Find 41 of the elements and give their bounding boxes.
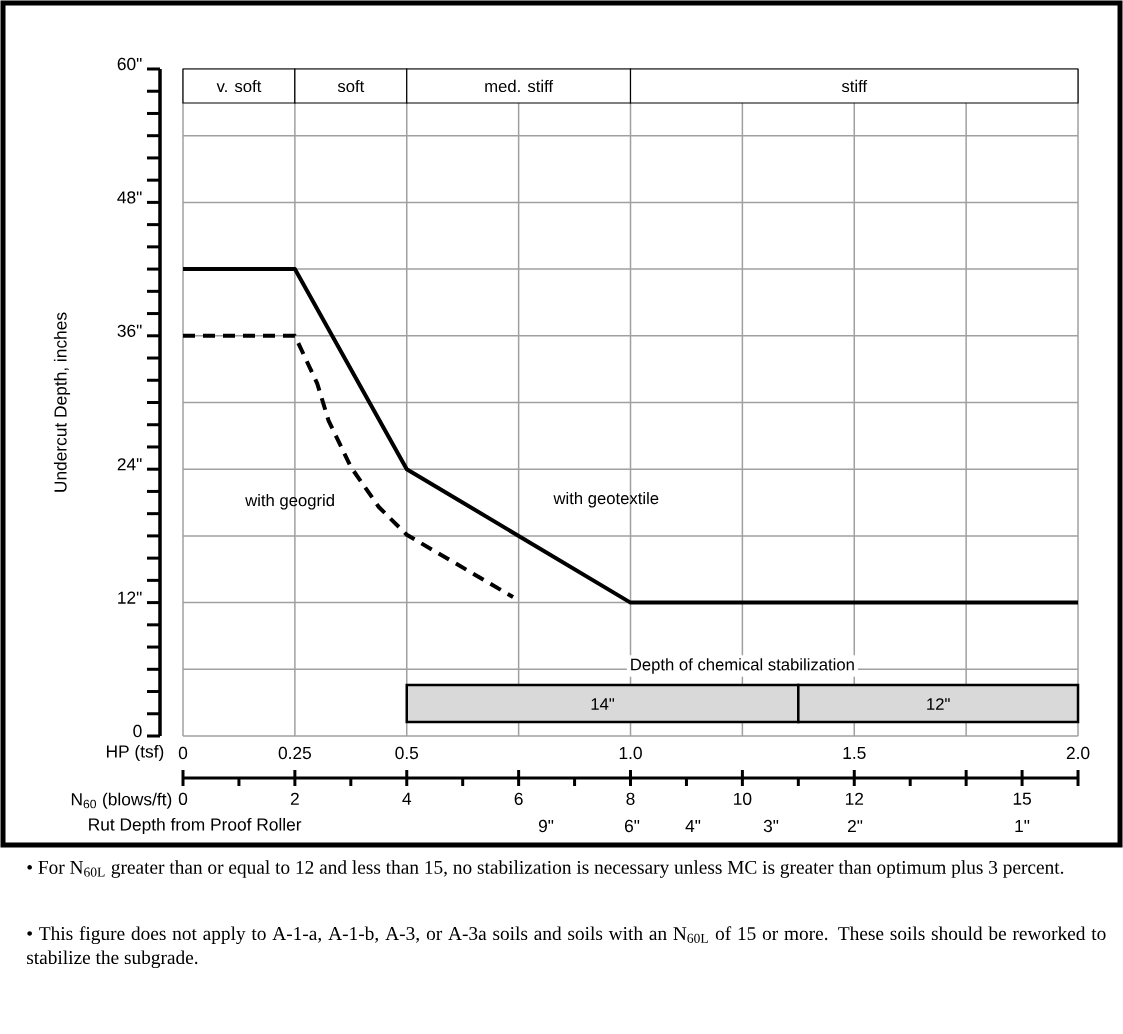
text: 9" [538, 819, 554, 833]
band-label: med. stiff [485, 79, 554, 93]
x-tick-label: 12 [845, 792, 864, 805]
x2-tick-label: 1.5 [843, 746, 866, 760]
x2-axis-title: HP (tsf) [106, 744, 164, 762]
band-label: v. soft [216, 79, 262, 93]
x2-tick-label: 0.25 [278, 746, 312, 760]
text: with geotextile [553, 491, 659, 508]
x-tick-label: 2 [290, 792, 299, 805]
y-tick-label: 36" [117, 324, 142, 337]
text: 2" [847, 819, 863, 833]
text: • For N$_{60L}$ greater than or equal to 12 and less than 15, no stabilization is necessary unless MC is greater than optimum plus 3 percent. [27, 860, 1064, 878]
y-axis-title: Undercut Depth, inches [53, 312, 71, 492]
y-tick-label: 12" [118, 591, 142, 604]
x-tick-label: 0 [178, 792, 188, 805]
x-tick-label: 8 [626, 792, 635, 805]
band-label: 14" [591, 698, 615, 710]
x-tick-label: 4 [402, 792, 412, 805]
text: Rut Depth from Proof Roller [89, 817, 302, 835]
text: • This figure does not apply to A-1-a, A-1-b, A-3, or A-3a soils and soils with an N$_{60L}$ of 15 or more. These soils should be reworked to stabilize the subgrade. [27, 926, 1106, 969]
annotation: Depth of chemical stabilization [631, 658, 854, 674]
y-tick-label: 24" [117, 458, 142, 471]
x2-tick-label: 0.5 [395, 746, 419, 760]
x2-tick-label: 2.0 [1066, 746, 1090, 760]
x-tick-label: 10 [734, 792, 752, 805]
x-axis-title: N$_{60}$ (blows/ft) [71, 792, 172, 809]
text: 6" [624, 819, 640, 833]
x-tick-label: 6 [514, 792, 523, 805]
x2-tick-label: 0 [178, 746, 188, 760]
text: 4" [685, 820, 701, 832]
band-label: soft [337, 79, 365, 93]
text: 1" [1015, 820, 1030, 832]
y-tick-label: 48" [117, 191, 142, 204]
y-tick-label: 0 [133, 724, 142, 738]
text: 3" [763, 819, 779, 833]
series-label: with geogrid [245, 494, 334, 510]
x-tick-label: 15 [1013, 792, 1031, 805]
x2-tick-label: 1.0 [619, 746, 642, 760]
band-label: stiff [841, 79, 868, 93]
band-label: 12" [927, 698, 950, 710]
y-tick-label: 60" [117, 57, 142, 71]
